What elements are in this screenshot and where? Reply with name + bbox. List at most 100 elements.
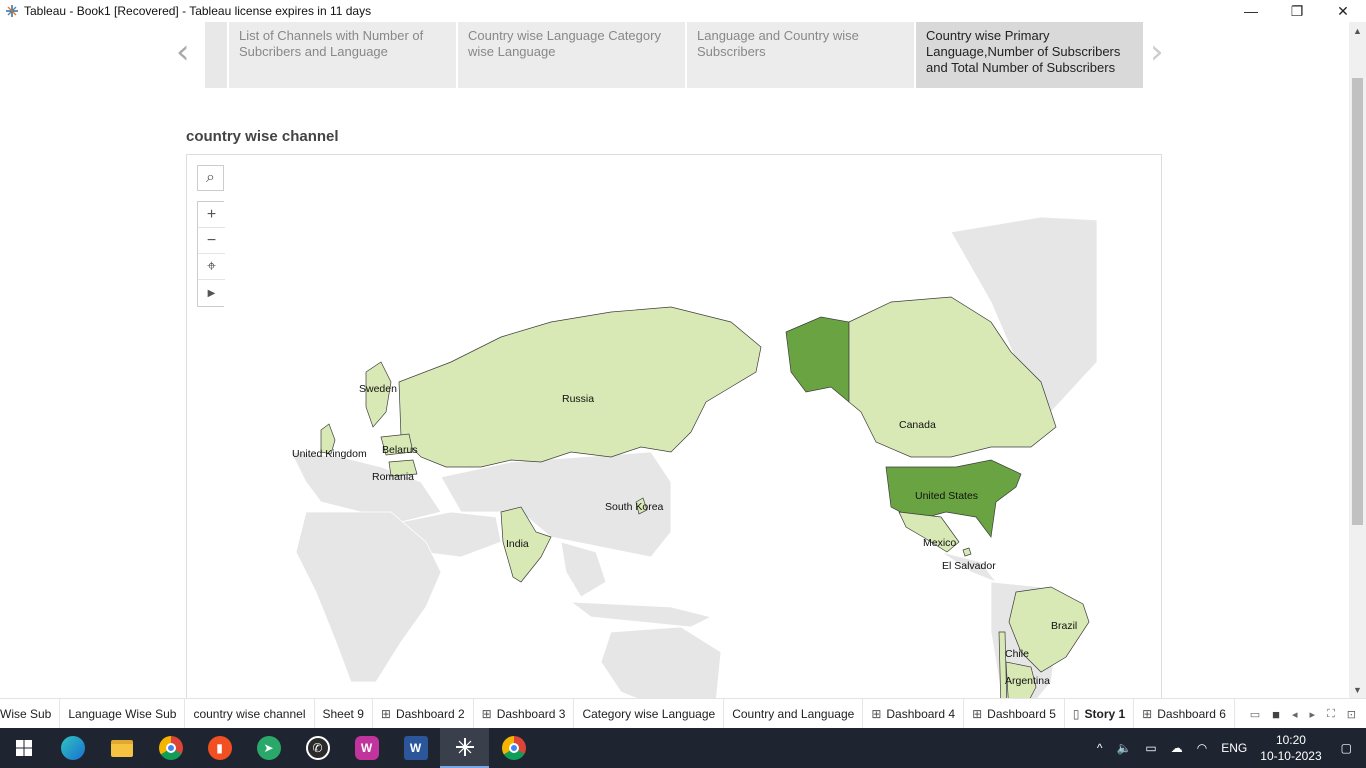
fullscreen-icon[interactable]: ⛶: [1327, 707, 1335, 720]
uk-shape: [320, 423, 336, 455]
battery-icon[interactable]: ▭: [1145, 741, 1157, 755]
label-belarus: Belarus: [382, 444, 418, 456]
zoom-in-button[interactable]: +: [198, 202, 225, 228]
volume-icon[interactable]: 🔈: [1116, 741, 1132, 755]
greenland-shape: [950, 216, 1097, 413]
label-chile: Chile: [1005, 648, 1029, 660]
taskbar-word[interactable]: W: [391, 728, 440, 768]
sweden-shape: [365, 361, 392, 428]
taskbar-file-explorer[interactable]: [97, 728, 146, 768]
scroll-tabs-right-icon[interactable]: ▸: [1309, 708, 1316, 721]
tab-language-wise-sub[interactable]: Language Wise Sub: [60, 698, 186, 729]
dashboard-icon: ⊞: [1142, 706, 1153, 721]
taskbar-chrome[interactable]: [146, 728, 195, 768]
belarus-shape: [380, 433, 414, 456]
story-prev-arrow[interactable]: ‹: [176, 32, 190, 72]
edge-icon: [60, 736, 85, 760]
reset-map-pin-icon[interactable]: ⌖: [198, 254, 225, 280]
windows-taskbar: ▮ ➤ ✆ W W ^ 🔈 ▭ ☁ ◠ ENG 10:20 10-10-2023…: [0, 728, 1366, 768]
tab-category-wise-language[interactable]: Category wise Language: [574, 698, 725, 729]
taskbar-telegram[interactable]: ➤: [244, 728, 293, 768]
wifi-icon[interactable]: ◠: [1196, 741, 1208, 755]
tab-dashboard-5[interactable]: ⊞ Dashboard 5: [964, 698, 1065, 729]
input-language[interactable]: ENG: [1221, 741, 1248, 755]
taskbar-powerbi[interactable]: ▮: [195, 728, 244, 768]
canada-shape: [848, 296, 1057, 458]
label-romania: Romania: [372, 471, 414, 483]
taskbar-whatsapp[interactable]: ✆: [293, 728, 342, 768]
paper-plane-icon: ➤: [256, 736, 281, 760]
zoom-out-button[interactable]: −: [198, 228, 225, 254]
map-search-button[interactable]: ⌕: [197, 165, 224, 191]
chile-shape: [998, 631, 1008, 712]
vertical-scrollbar[interactable]: ▲ ▼: [1349, 22, 1366, 698]
windows-logo-icon: [16, 740, 32, 756]
tab-dashboard-4[interactable]: ⊞ Dashboard 4: [863, 698, 965, 729]
start-button[interactable]: [0, 728, 48, 768]
tab-country-wise-channel[interactable]: country wise channel: [185, 698, 315, 729]
restore-button[interactable]: ❐: [1290, 2, 1304, 19]
word-icon: W: [403, 736, 428, 760]
el-salvador-shape: [962, 547, 972, 557]
tab-story-1[interactable]: ▯ Story 1: [1065, 698, 1135, 729]
alaska-shape: [785, 316, 850, 403]
scroll-down-icon[interactable]: ▼: [1353, 684, 1362, 695]
world-map[interactable]: Sweden Russia Belarus United Kingdom Rom…: [251, 212, 1097, 712]
label-united-states: United States: [915, 490, 978, 502]
story-point-partial[interactable]: [205, 22, 227, 88]
taskbar-wps[interactable]: W: [342, 728, 391, 768]
show-filmstrip-icon[interactable]: ▭: [1249, 708, 1261, 721]
expand-toolbar-button[interactable]: ▶: [198, 280, 225, 306]
label-russia: Russia: [562, 393, 594, 405]
label-united-kingdom: United Kingdom: [292, 448, 367, 460]
presentation-mode-icon[interactable]: ⊡: [1346, 708, 1356, 721]
taskbar-chrome-profile[interactable]: [489, 728, 538, 768]
show-tabs-icon[interactable]: ■: [1272, 706, 1281, 722]
central-america-shape: [940, 551, 998, 583]
clock-date: 10-10-2023: [1260, 749, 1322, 763]
map-view[interactable]: ⌕ + − ⌖ ▶: [186, 154, 1162, 714]
story-point-1[interactable]: List of Channels with Number of Subcribe…: [229, 22, 456, 88]
show-hidden-icons-icon[interactable]: ^: [1096, 741, 1103, 755]
window-controls: — ❐ ✕: [1228, 0, 1366, 22]
notifications-icon[interactable]: ▢: [1340, 741, 1352, 755]
scroll-up-icon[interactable]: ▲: [1353, 25, 1362, 36]
taskbar-edge[interactable]: [48, 728, 97, 768]
dashboard-icon: ⊞: [380, 706, 391, 721]
clock-time: 10:20: [1275, 733, 1306, 747]
label-el-salvador: El Salvador: [942, 560, 996, 572]
story-point-3[interactable]: Language and Country wise Subscribers: [687, 22, 914, 88]
story-navigator: ‹ List of Channels with Number of Subcri…: [170, 22, 1180, 88]
label-argentina: Argentina: [1005, 675, 1050, 687]
chrome-profile-icon: [501, 736, 526, 760]
tab-dashboard-3[interactable]: ⊞ Dashboard 3: [474, 698, 575, 729]
tableau-icon: [455, 738, 474, 756]
dashboard-icon: ⊞: [871, 706, 882, 721]
tab-sheet-9[interactable]: Sheet 9: [315, 698, 373, 729]
africa-shape: [295, 511, 442, 683]
brazil-shape: [1008, 586, 1090, 673]
whatsapp-icon: ✆: [305, 736, 330, 760]
story-point-4-active[interactable]: Country wise Primary Language,Number of …: [916, 22, 1143, 88]
tab-wise-sub[interactable]: Wise Sub: [0, 698, 61, 729]
tab-country-and-language[interactable]: Country and Language: [724, 698, 864, 729]
taskbar-tableau[interactable]: [440, 728, 489, 768]
sheet-title: country wise channel: [186, 128, 339, 145]
story-icon: ▯: [1072, 706, 1080, 721]
clock[interactable]: 10:20 10-10-2023: [1260, 732, 1321, 764]
russia-shape: [398, 306, 762, 468]
cloud-icon[interactable]: ☁: [1170, 741, 1183, 755]
scroll-tabs-left-icon[interactable]: ◂: [1292, 708, 1298, 721]
story-point-2[interactable]: Country wise Language Category wise Lang…: [458, 22, 685, 88]
dashboard-icon: ⊞: [481, 706, 492, 721]
tab-dashboard-2[interactable]: ⊞ Dashboard 2: [373, 698, 474, 729]
close-button[interactable]: ✕: [1337, 2, 1349, 19]
tab-dashboard-6[interactable]: ⊞ Dashboard 6: [1134, 698, 1235, 729]
scroll-thumb[interactable]: [1352, 78, 1363, 525]
system-tray: ^ 🔈 ▭ ☁ ◠ ENG 10:20 10-10-2023 ▢: [1090, 728, 1366, 768]
label-brazil: Brazil: [1051, 620, 1077, 632]
romania-shape: [388, 459, 418, 477]
tableau-app-icon: [6, 5, 18, 17]
minimize-button[interactable]: —: [1244, 3, 1258, 19]
story-next-arrow[interactable]: ›: [1150, 32, 1164, 72]
